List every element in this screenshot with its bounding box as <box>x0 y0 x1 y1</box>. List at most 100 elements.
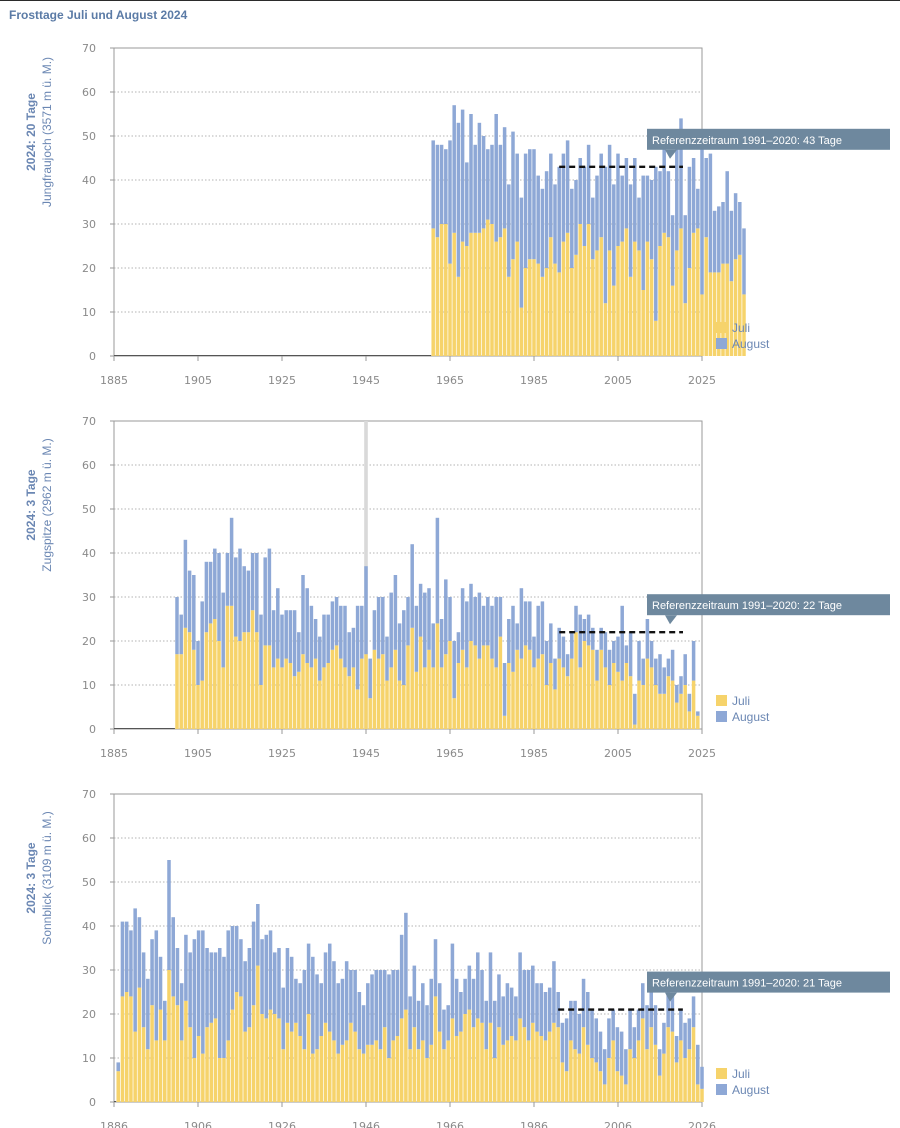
bar-august <box>399 934 404 1019</box>
bar-august <box>387 974 391 1058</box>
bar-august <box>683 654 687 685</box>
bar-juli <box>471 1027 476 1102</box>
bar-juli <box>675 702 679 729</box>
bar-juli <box>200 680 204 729</box>
bar-august <box>679 1009 683 1041</box>
bar-august <box>427 588 431 650</box>
bar-august <box>560 1022 565 1063</box>
bar-august <box>502 663 507 716</box>
bar-juli <box>636 1040 641 1102</box>
bar-juli <box>361 1053 366 1102</box>
bar-august <box>649 180 654 260</box>
bar-august <box>590 1009 594 1058</box>
bar-august <box>344 961 349 1041</box>
bar-juli <box>301 654 305 729</box>
bar-juli <box>209 1022 214 1102</box>
bar-juli <box>456 663 461 729</box>
bar-august <box>544 171 549 268</box>
bar-august <box>340 978 345 1045</box>
bar-juli <box>488 1022 493 1102</box>
bar-juli <box>243 1031 247 1102</box>
bar-juli <box>431 228 435 356</box>
bar-juli <box>595 680 599 729</box>
bar-juli <box>444 224 448 356</box>
bar-august <box>498 144 503 238</box>
bar-august <box>557 166 561 273</box>
bar-juli <box>431 667 435 729</box>
bar-juli <box>319 1036 324 1102</box>
bar-juli <box>624 228 629 356</box>
bar-juli <box>217 1058 222 1102</box>
bar-august <box>679 676 683 694</box>
bar-juli <box>696 1084 700 1102</box>
bar-juli <box>486 219 490 356</box>
bar-juli <box>423 667 427 729</box>
bar-juli <box>208 623 213 729</box>
bar-juli <box>494 241 498 356</box>
bar-juli <box>616 246 620 356</box>
bar-juli <box>368 698 372 729</box>
bar-juli <box>336 1053 340 1102</box>
bar-august <box>465 162 469 246</box>
bar-august <box>343 605 347 668</box>
bar-august <box>276 588 280 659</box>
bar-august <box>431 140 435 229</box>
bar-august <box>641 175 645 290</box>
bar-juli <box>213 619 217 729</box>
bar-august <box>268 930 273 1010</box>
bar-august <box>581 978 586 1028</box>
bar-juli <box>717 272 721 356</box>
bar-juli <box>582 641 587 729</box>
x-tick-label: 2006 <box>604 1120 632 1128</box>
bar-august <box>624 645 629 663</box>
bar-juli <box>649 1027 654 1102</box>
bar-juli <box>311 1053 315 1102</box>
bar-august <box>717 206 721 273</box>
bar-august <box>675 144 679 251</box>
bar-august <box>301 575 305 655</box>
y-axis-label-station: Zugspitze (2962 m ü. M.) <box>40 438 54 571</box>
bar-juli <box>505 1040 510 1102</box>
bar-juli <box>439 667 444 729</box>
bar-august <box>351 627 356 668</box>
bar-august <box>313 619 318 659</box>
bar-juli <box>561 241 566 356</box>
bar-juli <box>515 649 519 729</box>
page-title: Frosttage Juli und August 2024 <box>9 8 188 22</box>
bar-august <box>619 1031 624 1076</box>
bar-juli <box>402 685 406 729</box>
bar-august <box>315 974 319 1050</box>
bar-august <box>557 627 561 659</box>
reference-callout-pointer <box>665 615 677 625</box>
bar-august <box>637 197 641 251</box>
bar-august <box>450 943 455 1019</box>
y-tick-label: 30 <box>82 591 96 604</box>
bar-august <box>636 1009 641 1041</box>
bar-august <box>469 114 473 233</box>
bar-august <box>536 175 540 264</box>
bar-juli <box>355 689 360 729</box>
bar-august <box>577 1014 582 1054</box>
bar-juli <box>540 276 545 356</box>
bar-juli <box>586 224 591 356</box>
bar-juli <box>427 649 431 729</box>
bar-august <box>226 930 230 1041</box>
bar-august <box>141 952 146 1028</box>
bar-juli <box>439 224 444 356</box>
x-tick-label: 1945 <box>352 374 380 387</box>
bar-juli <box>574 632 578 729</box>
bar-juli <box>657 1075 662 1102</box>
bar-juli <box>670 1031 675 1102</box>
bar-juli <box>323 1022 328 1102</box>
bar-juli <box>268 1009 273 1102</box>
bar-august <box>448 597 452 641</box>
bar-august <box>691 158 696 233</box>
bar-august <box>603 632 608 668</box>
bar-august <box>353 970 357 1032</box>
bar-juli <box>459 1031 463 1102</box>
bar-juli <box>591 259 595 356</box>
bar-juli <box>196 1036 201 1102</box>
bar-august <box>306 943 311 1014</box>
reference-callout-text: Referenzzeitraum 1991–2020: 43 Tage <box>652 135 842 147</box>
